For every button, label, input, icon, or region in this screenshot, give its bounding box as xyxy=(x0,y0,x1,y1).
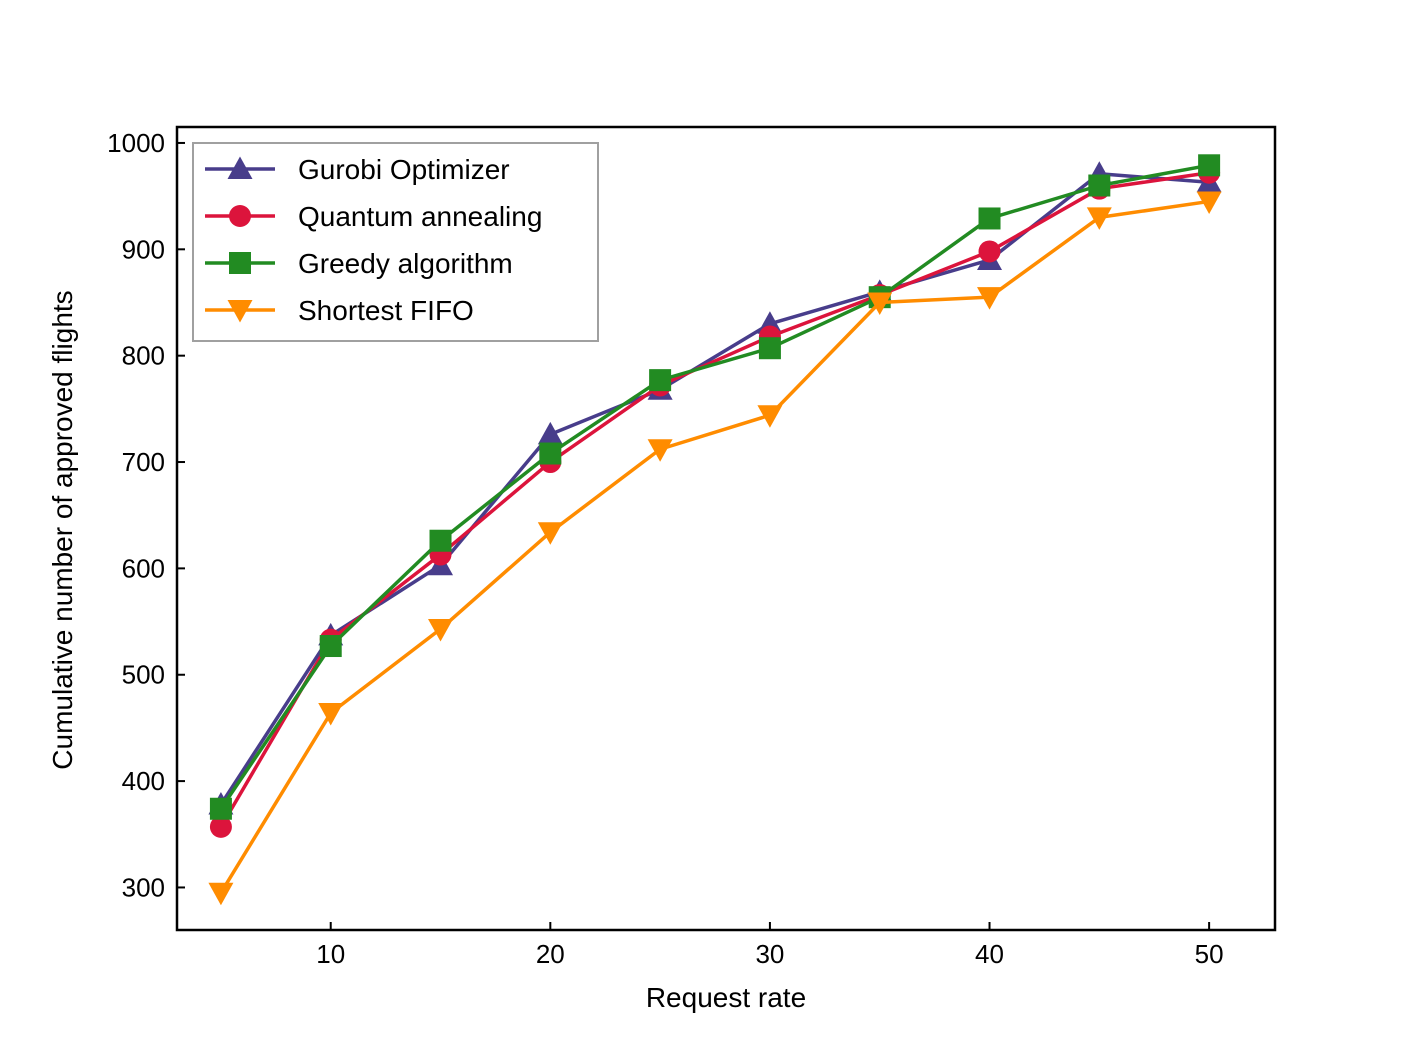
data-point-quantum-annealing xyxy=(978,240,1001,263)
data-point-shortest-fifo xyxy=(537,522,563,545)
data-point-greedy-algorithm xyxy=(429,529,452,552)
y-axis-ticks: 300 400 500 600 700 800 900 1000 xyxy=(107,128,185,902)
y-tick-label: 800 xyxy=(122,341,165,371)
data-point-gurobi-optimizer xyxy=(537,421,563,445)
y-tick-label: 500 xyxy=(122,660,165,690)
legend-entry-greedy-algorithm: Greedy algorithm xyxy=(205,248,513,279)
data-point-quantum-annealing xyxy=(209,815,232,838)
data-point-shortest-fifo xyxy=(208,882,234,906)
series-shortest-fifo xyxy=(208,191,1222,906)
legend-label: Shortest FIFO xyxy=(298,295,474,326)
x-tick-label: 40 xyxy=(975,939,1004,969)
legend-label: Gurobi Optimizer xyxy=(298,154,510,185)
series-line-quantum-annealing xyxy=(219,171,1210,828)
data-point-shortest-fifo xyxy=(757,405,783,428)
y-axis-label: Cumulative number of approved flights xyxy=(47,290,78,769)
series-layer xyxy=(208,154,1222,906)
legend-marker xyxy=(229,205,251,227)
data-point-shortest-fifo xyxy=(1196,191,1222,214)
legend-marker xyxy=(229,252,251,274)
data-point-shortest-fifo xyxy=(318,703,344,726)
data-point-shortest-fifo xyxy=(1086,207,1112,230)
legend-label: Quantum annealing xyxy=(298,201,542,232)
plot-frame xyxy=(175,125,1277,932)
data-point-greedy-algorithm xyxy=(758,337,781,360)
y-tick-label: 900 xyxy=(122,234,165,264)
x-axis-ticks: 10 20 30 40 50 xyxy=(316,922,1224,969)
x-tick-label: 50 xyxy=(1195,939,1224,969)
data-point-greedy-algorithm xyxy=(539,442,562,465)
legend-box xyxy=(192,142,599,342)
data-point-greedy-algorithm xyxy=(209,797,232,820)
series-line-shortest-fifo xyxy=(219,199,1210,894)
x-axis-label: Request rate xyxy=(646,982,806,1013)
data-point-greedy-algorithm xyxy=(978,207,1001,230)
data-point-shortest-fifo xyxy=(647,439,673,462)
legend-label: Greedy algorithm xyxy=(298,248,513,279)
x-tick-label: 30 xyxy=(755,939,784,969)
x-tick-label: 20 xyxy=(536,939,565,969)
data-point-greedy-algorithm xyxy=(319,635,342,658)
y-tick-label: 1000 xyxy=(107,128,165,158)
data-point-greedy-algorithm xyxy=(1198,154,1221,177)
legend-entry-gurobi-optimizer: Gurobi Optimizer xyxy=(205,154,510,185)
y-tick-label: 300 xyxy=(122,872,165,902)
y-tick-label: 600 xyxy=(122,553,165,583)
data-point-shortest-fifo xyxy=(428,619,454,642)
x-tick-label: 10 xyxy=(316,939,345,969)
legend-entry-shortest-fifo: Shortest FIFO xyxy=(205,295,474,326)
legend: Gurobi Optimizer Quantum annealing Greedy … xyxy=(192,142,599,342)
legend-entry-quantum-annealing: Quantum annealing xyxy=(205,201,542,232)
legend-marker xyxy=(227,156,253,179)
data-point-shortest-fifo xyxy=(867,292,893,315)
y-tick-label: 700 xyxy=(122,447,165,477)
data-point-shortest-fifo xyxy=(977,287,1003,310)
data-point-greedy-algorithm xyxy=(649,369,672,392)
legend-marker xyxy=(227,300,253,323)
series-line-greedy-algorithm xyxy=(219,163,1210,810)
data-point-greedy-algorithm xyxy=(1088,174,1111,197)
y-tick-label: 400 xyxy=(122,766,165,796)
series-line-gurobi-optimizer xyxy=(219,172,1210,806)
